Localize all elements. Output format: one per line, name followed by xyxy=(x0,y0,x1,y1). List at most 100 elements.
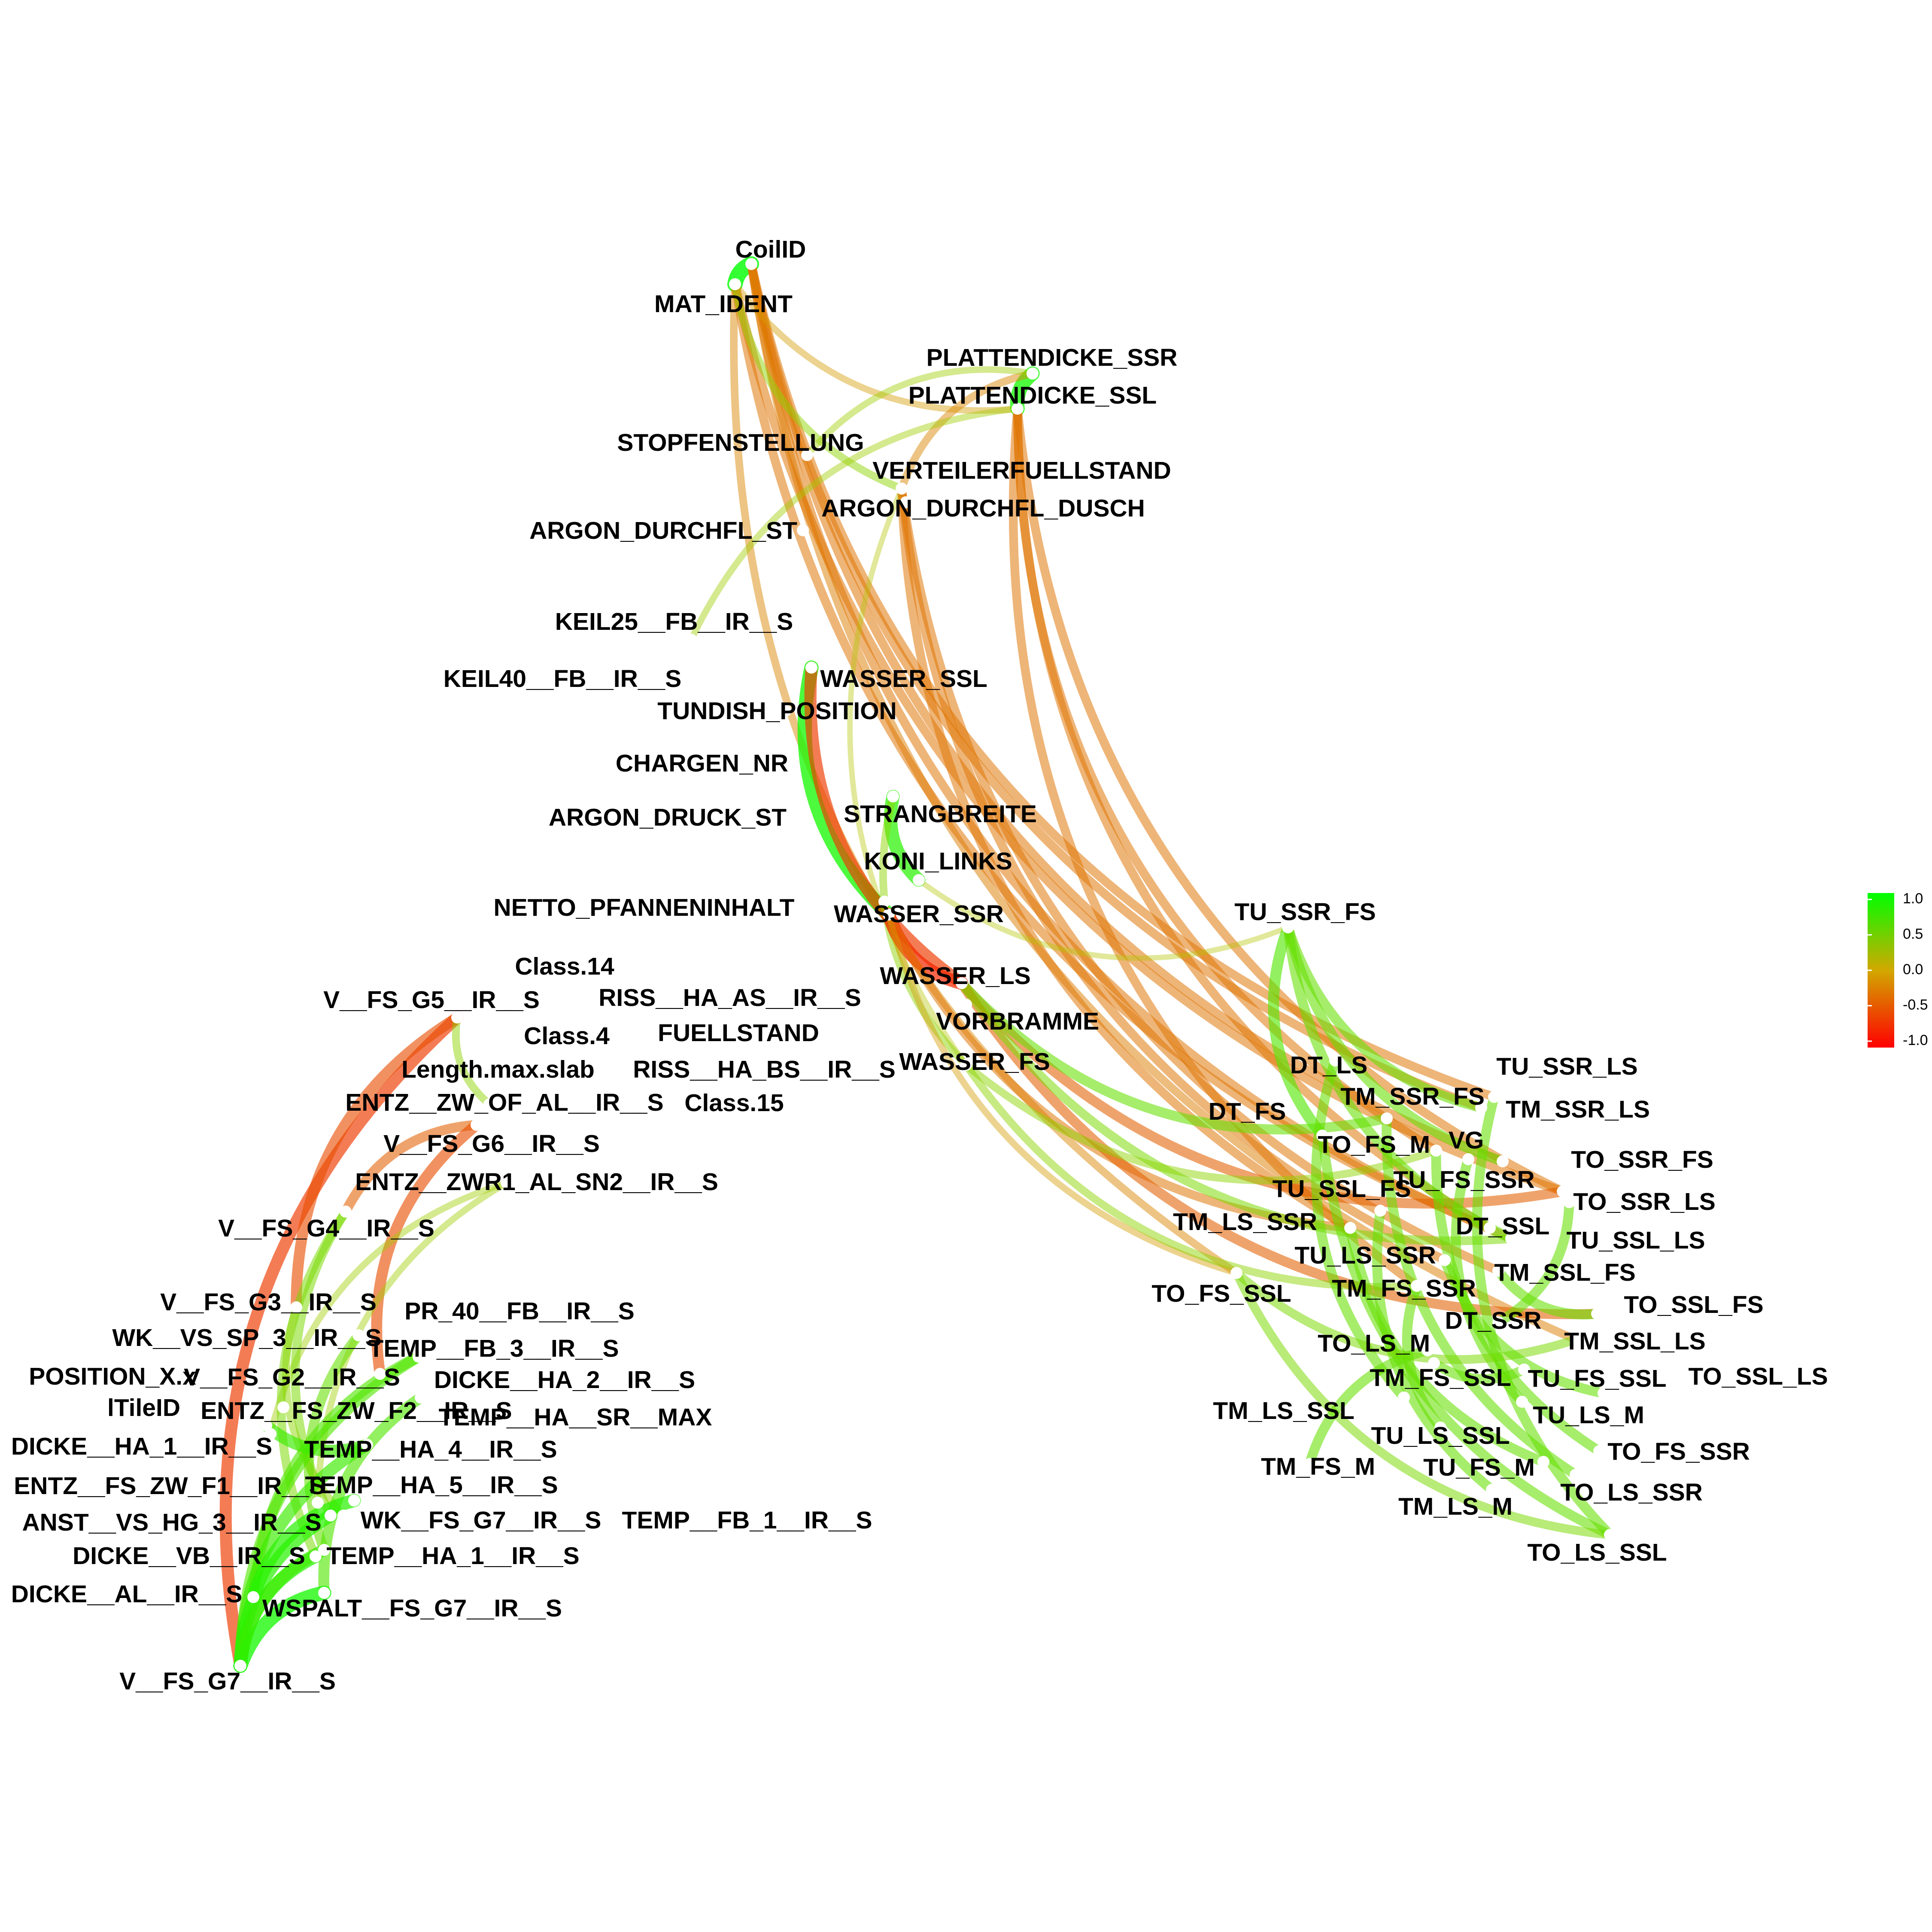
node-label-length-max-slab: Length.max.slab xyxy=(401,1056,595,1083)
node-dot-tm-ls-m xyxy=(1486,1484,1498,1496)
edge-WASSER_LS-TO_SSL_FS xyxy=(957,978,1602,1319)
edge-PLATTENDICKE_SSL-KEIL25 xyxy=(688,405,1021,643)
edge-PLATTENDICKE_SSL-TU_FS_SSR xyxy=(1013,404,1567,1196)
node-dot-argon-durchfl-st xyxy=(797,524,809,536)
node-dot-temp-ha-sr-max xyxy=(565,1412,577,1424)
edge-DICKE_HA_2-WSPALT_FS_G7 xyxy=(318,1392,426,1598)
node-dot-argon-durchfl-dusch xyxy=(900,496,912,508)
node-label-entz-zw-of-al: ENTZ__ZW_OF_AL__IR__S xyxy=(345,1089,663,1116)
node-label-tu-ls-m: TU_LS_M xyxy=(1533,1401,1644,1429)
node-label-v-fs-g6: V__FS_G6__IR__S xyxy=(383,1130,600,1157)
node-label-v-fs-g3: V__FS_G3__IR__S xyxy=(160,1288,377,1316)
edge-MAT_IDENT-PLATTENDICKE_SSL xyxy=(732,281,1021,414)
node-dot-v-fs-g5 xyxy=(451,1012,463,1024)
node-dot-tu-ssl-ls xyxy=(1505,1233,1517,1245)
node-label-temp-fb-3: TEMP__FB_3__IR__S xyxy=(369,1335,619,1362)
node-label-verteilerfuellstand: VERTEILERFUELLSTAND xyxy=(872,457,1171,484)
node-label-tu-ls-ssr: TU_LS_SSR xyxy=(1294,1242,1436,1269)
node-label-tundish-position: TUNDISH_POSITION xyxy=(657,697,896,725)
node-dot-length-max-slab xyxy=(488,1065,500,1077)
node-label-riss-ha-as: RISS__HA_AS__IR__S xyxy=(598,984,861,1012)
node-label-argon-druck-st: ARGON_DRUCK_ST xyxy=(549,804,787,831)
node-dot-class-15 xyxy=(728,1098,740,1110)
node-dot-tu-ls-m xyxy=(1516,1396,1528,1408)
node-label-to-ssr-ls: TO_SSR_LS xyxy=(1573,1188,1716,1215)
edge-STRANGBREITE-KONI_LINKS xyxy=(884,790,926,887)
node-label-coilid: CoilID xyxy=(735,236,806,263)
node-label-plattendicke-ssr: PLATTENDICKE_SSR xyxy=(927,344,1178,371)
node-dot-dicke-vb xyxy=(310,1550,322,1562)
edge-KONI_LINKS-TU_SSR_FS xyxy=(916,877,1291,961)
node-dot-tm-ls-ssr xyxy=(1344,1222,1356,1234)
node-label-to-fs-ssr: TO_FS_SSR xyxy=(1607,1438,1750,1465)
node-label-fuellstand: FUELLSTAND xyxy=(658,1019,819,1047)
node-dot-temp-ha-1 xyxy=(318,1544,330,1556)
node-label-tm-ssl-ls: TM_SSL_LS xyxy=(1564,1327,1705,1355)
node-dot-temp-fb-1 xyxy=(621,1516,633,1528)
node-label-stopfenstellung: STOPFENSTELLUNG xyxy=(617,429,864,456)
edge-V_FS_G5-V_FS_G7 xyxy=(219,1011,464,1672)
node-dot-v-fs-g3 xyxy=(290,1301,302,1313)
node-label-to-fs-m: TO_FS_M xyxy=(1318,1131,1430,1158)
legend-color-bar xyxy=(1868,893,1894,1048)
edge-VERTEILERFUELLSTAND-WASSER_FS xyxy=(847,486,969,1068)
node-label-entz-zwr1: ENTZ__ZWR1_AL_SN2__IR__S xyxy=(355,1168,718,1196)
node-dot-dt-ssr xyxy=(1492,1316,1504,1328)
edge-TU_SSR_LS-TO_LS_SSL xyxy=(1472,1092,1615,1540)
node-label-tm-ls-ssl: TM_LS_SSL xyxy=(1213,1397,1354,1425)
edge-TM_SSL_FS-TO_SSL_FS xyxy=(1493,1266,1602,1320)
node-dot-tu-fs-ssr xyxy=(1557,1185,1569,1197)
node-dot-wk-fs-g7 xyxy=(337,1510,349,1522)
node-label-wk-vs-sp-3: WK__VS_SP_3__IR__S xyxy=(112,1324,381,1352)
node-dot-netto-pfanneninhalt xyxy=(878,896,890,908)
node-label-argon-durchfl-dusch: ARGON_DURCHFL_DUSCH xyxy=(821,495,1145,522)
node-dot-tm-fs-ssl xyxy=(1428,1357,1440,1369)
edge-V_FS_G3-WK_FS_G7 xyxy=(282,1303,347,1519)
node-label-to-ssr-fs: TO_SSR_FS xyxy=(1571,1146,1713,1173)
legend-tick-label: -1.0 xyxy=(1903,1032,1928,1048)
node-label-ltileid: lTileID xyxy=(107,1394,180,1422)
edge-WASSER_FS-TO_FS_M xyxy=(962,1061,1440,1185)
node-dot-keil25 xyxy=(685,634,697,646)
node-label-v-fs-g2: V__FS_G2__IR__S xyxy=(184,1364,400,1391)
node-dot-ltileid xyxy=(277,1401,289,1413)
node-label-dicke-ha-2: DICKE__HA_2__IR__S xyxy=(434,1366,695,1394)
edge-PLATTENDICKE_SSR-VERTEILERFUELLSTAND xyxy=(898,370,1036,492)
node-dot-class-14 xyxy=(556,962,568,974)
node-label-wasser-ssl: WASSER_SSL xyxy=(820,665,987,693)
node-label-tm-fs-m: TM_FS_M xyxy=(1261,1453,1375,1480)
node-dot-wk-vs-sp-3 xyxy=(352,1329,365,1341)
node-dot-entz-zw-of-al xyxy=(483,1098,495,1110)
node-dot-dicke-ha-2 xyxy=(415,1391,427,1403)
node-dot-anst-vs-hg-3 xyxy=(325,1510,337,1522)
edge-WASSER_SSR-TO_FS_SSL xyxy=(885,911,1240,1276)
node-dot-class-4 xyxy=(561,1031,573,1043)
edge-VERTEILERFUELLSTAND-TU_LS_SSR xyxy=(897,484,1449,1265)
node-label-temp-ha-1: TEMP__HA_1__IR__S xyxy=(326,1542,579,1570)
node-dot-keil40 xyxy=(681,668,693,680)
edges-layer xyxy=(219,256,1615,1673)
node-dot-to-fs-m xyxy=(1430,1145,1442,1157)
node-label-tu-ssl-ls: TU_SSL_LS xyxy=(1566,1227,1705,1254)
node-label-tu-ssr-fs: TU_SSR_FS xyxy=(1234,898,1376,926)
edge-DT_LS-TM_LS_SSL xyxy=(1311,1055,1409,1403)
node-dot-stopfenstellung xyxy=(801,449,813,461)
node-label-mat-ident: MAT_IDENT xyxy=(654,290,793,318)
node-dot-to-ls-ssl xyxy=(1604,1529,1616,1541)
edge-V_FS_G5-V_FS_G3 xyxy=(291,1012,463,1313)
node-label-class-15: Class.15 xyxy=(684,1089,784,1117)
edge-PLATTENDICKE_SSL-TM_FS_SSR xyxy=(1009,404,1422,1291)
node-label-position-x-x: POSITION_X.x xyxy=(29,1363,196,1390)
node-label-v-fs-g4: V__FS_G4__IR__S xyxy=(218,1215,434,1242)
node-dot-tundish-position xyxy=(780,705,792,717)
node-dot-wasser-ls xyxy=(956,977,968,989)
node-label-to-ls-m: TO_LS_M xyxy=(1318,1330,1430,1357)
edge-WASSER_LS-TU_SSL_LS xyxy=(957,978,1516,1245)
node-dot-tu-ssr-ls xyxy=(1488,1091,1500,1103)
node-label-tu-ssr-ls: TU_SSR_LS xyxy=(1496,1053,1637,1080)
node-dot-coilid xyxy=(745,258,757,270)
node-dot-tu-ssr-fs xyxy=(1282,921,1294,933)
edge-ENTZ_ZWR1-DICKE_HA_1 xyxy=(267,1179,510,1437)
node-label-dicke-al: DICKE__AL__IR__S xyxy=(11,1580,243,1608)
